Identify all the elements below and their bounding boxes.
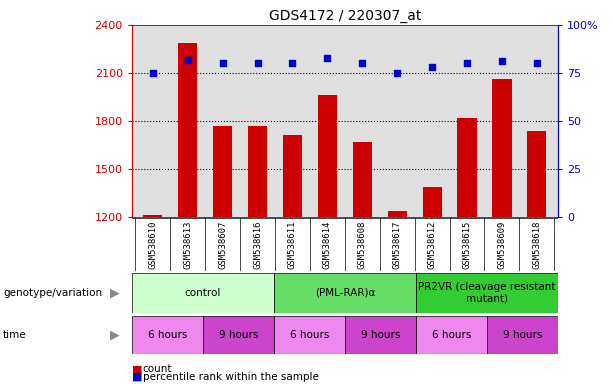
Text: ▶: ▶ (110, 328, 120, 341)
Text: GSM538613: GSM538613 (183, 220, 192, 269)
Point (218, 60, 227, 66)
Point (253, 60, 262, 66)
Text: GSM538607: GSM538607 (218, 220, 227, 269)
Point (497, 58, 507, 65)
Point (183, 56, 192, 63)
Text: genotype/variation: genotype/variation (3, 288, 102, 298)
Text: ▶: ▶ (110, 286, 120, 299)
Text: percentile rank within the sample: percentile rank within the sample (143, 372, 319, 382)
Text: ■: ■ (132, 364, 142, 374)
Text: 6 hours: 6 hours (289, 330, 329, 340)
Bar (492, 79, 512, 217)
Bar (274, 316, 345, 354)
Point (532, 60, 542, 66)
Bar (352, 142, 372, 217)
Text: GSM538615: GSM538615 (463, 220, 471, 269)
Bar (457, 118, 477, 217)
Bar (318, 95, 337, 217)
Point (427, 64, 437, 70)
Text: control: control (185, 288, 221, 298)
Text: 9 hours: 9 hours (503, 330, 542, 340)
Text: count: count (143, 364, 172, 374)
Text: GSM538612: GSM538612 (428, 220, 436, 269)
Text: ■: ■ (132, 372, 142, 382)
Text: PR2VR (cleavage resistant
mutant): PR2VR (cleavage resistant mutant) (418, 282, 555, 304)
Bar (487, 316, 558, 354)
Text: 6 hours: 6 hours (432, 330, 471, 340)
Text: GSM538611: GSM538611 (288, 220, 297, 269)
Bar (387, 210, 407, 217)
Text: 9 hours: 9 hours (360, 330, 400, 340)
Text: GSM538618: GSM538618 (532, 220, 541, 269)
Text: GSM538608: GSM538608 (358, 220, 367, 269)
Text: GSM538610: GSM538610 (148, 220, 158, 269)
Bar (213, 126, 232, 217)
Bar (248, 126, 267, 217)
Bar (527, 131, 546, 217)
Bar (345, 316, 416, 354)
Bar (178, 43, 197, 217)
Text: 6 hours: 6 hours (148, 330, 187, 340)
Bar (203, 316, 274, 354)
Bar (132, 316, 203, 354)
Point (322, 55, 332, 61)
Text: 9 hours: 9 hours (219, 330, 258, 340)
Point (357, 60, 367, 66)
Bar (274, 273, 416, 313)
Text: time: time (3, 330, 27, 340)
Bar (422, 187, 442, 217)
Text: GSM538614: GSM538614 (323, 220, 332, 269)
Point (462, 60, 472, 66)
Bar (132, 273, 274, 313)
Text: GSM538616: GSM538616 (253, 220, 262, 269)
Title: GDS4172 / 220307_at: GDS4172 / 220307_at (268, 8, 421, 23)
Text: (PML-RAR)α: (PML-RAR)α (314, 288, 375, 298)
Point (287, 60, 297, 66)
Bar (416, 316, 487, 354)
Bar (283, 136, 302, 217)
Point (148, 70, 158, 76)
Bar (143, 215, 162, 217)
Text: GSM538617: GSM538617 (393, 220, 402, 269)
Point (392, 70, 402, 76)
Bar (416, 273, 558, 313)
Text: GSM538609: GSM538609 (498, 220, 506, 269)
